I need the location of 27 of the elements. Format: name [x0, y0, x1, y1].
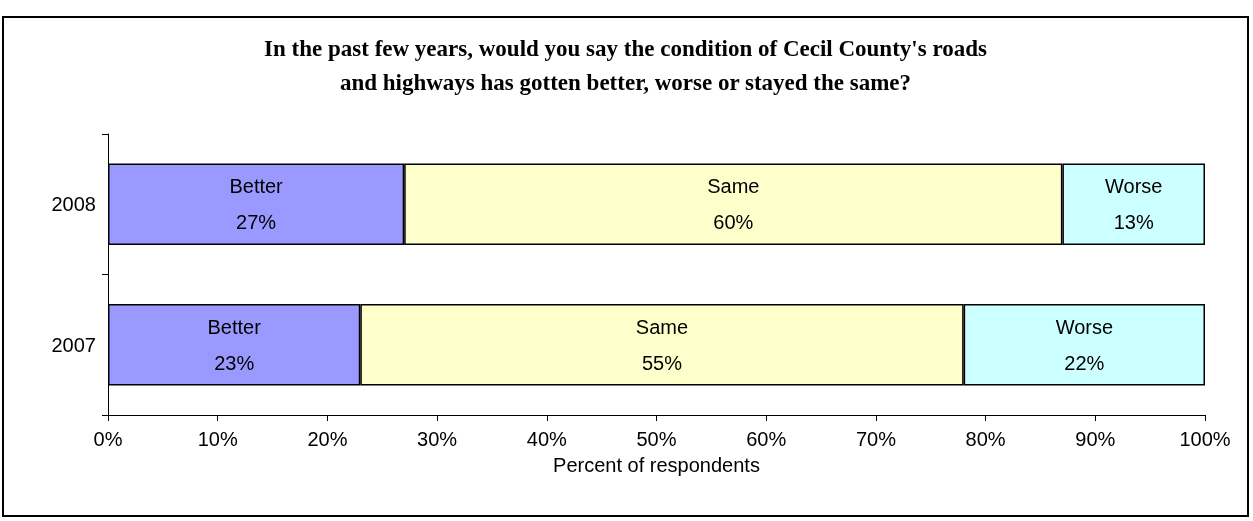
data-label: 27% [236, 211, 277, 234]
x-tick-label: 80% [965, 428, 1006, 450]
data-label: 23% [214, 351, 255, 374]
series-label: Same [707, 175, 760, 198]
text: Same [635, 315, 689, 338]
x-axis-title: Percent of respondents [553, 454, 760, 476]
data-label: 60% [713, 211, 754, 234]
data-label: 55% [641, 351, 683, 374]
x-tick-label: 0% [93, 428, 123, 450]
x-tick-label: 100% [1179, 428, 1231, 450]
x-tick-label: 90% [1075, 428, 1116, 450]
series-label: Worse [1104, 175, 1163, 198]
data-label: 13% [1113, 211, 1154, 234]
x-tick-label: 40% [526, 428, 568, 450]
series-label: Better [229, 175, 284, 198]
y-tick-label: 2007 [51, 333, 96, 356]
x-tick-label: 70% [855, 428, 897, 450]
x-tick-label: 10% [197, 428, 238, 450]
x-tick-label: 20% [307, 428, 348, 450]
chart-title: In the past few years, would you say the condition of Cecil County's roads and highways has gotten better, worse or stayed the same? [264, 35, 987, 95]
text: Better [207, 315, 261, 338]
text: Worse [1055, 315, 1114, 338]
y-tick-label: 2008 [51, 193, 96, 216]
x-tick-label: 50% [636, 428, 677, 450]
data-label: 22% [1064, 351, 1105, 374]
x-tick-label: 60% [746, 428, 787, 450]
x-tick-label: 30% [417, 428, 458, 450]
